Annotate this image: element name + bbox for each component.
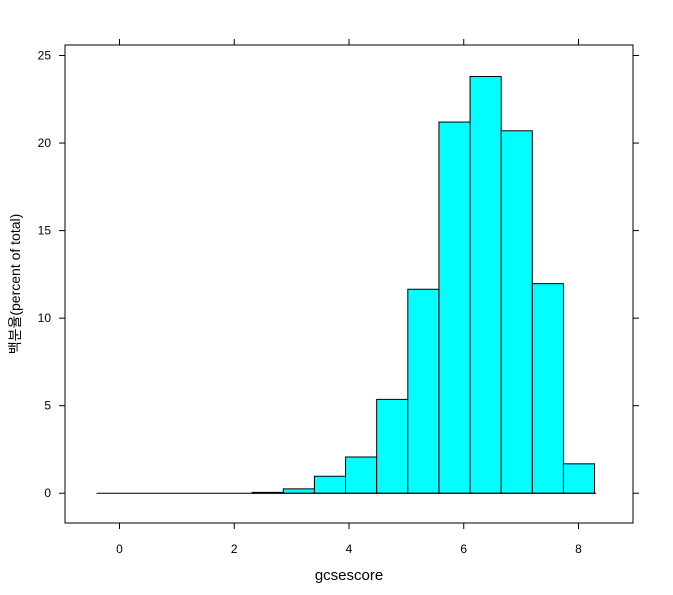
histogram-bar [469, 76, 502, 494]
ticks-layer [59, 39, 639, 529]
y-tick-label: 15 [38, 224, 52, 238]
histogram-bar [438, 121, 471, 494]
x-tick-label: 2 [231, 542, 238, 556]
histogram-bar [500, 130, 533, 494]
x-tick-label: 6 [460, 542, 467, 556]
histogram-bar [376, 398, 409, 494]
histogram-bar [531, 283, 564, 494]
histogram-bar [282, 488, 315, 494]
x-tick-label: 4 [346, 542, 353, 556]
histogram-bar [345, 456, 378, 494]
y-tick-label: 5 [44, 399, 51, 413]
histogram-bar [562, 463, 596, 494]
x-axis-label: gcsescore [315, 567, 383, 584]
y-tick-label: 25 [38, 49, 52, 63]
y-tick-label: 20 [38, 136, 52, 150]
y-axis-label: 백분율(percent of total) [7, 214, 23, 355]
y-tick-label: 10 [38, 311, 52, 325]
histogram-bar [407, 288, 440, 494]
tick-labels-layer: 0 2 4 6 8 0 5 10 15 20 25 [38, 49, 583, 556]
x-tick-label: 8 [575, 542, 582, 556]
y-tick-label: 0 [44, 486, 51, 500]
bars-layer [251, 76, 596, 494]
histogram-bar [313, 475, 347, 494]
x-tick-label: 0 [116, 542, 123, 556]
